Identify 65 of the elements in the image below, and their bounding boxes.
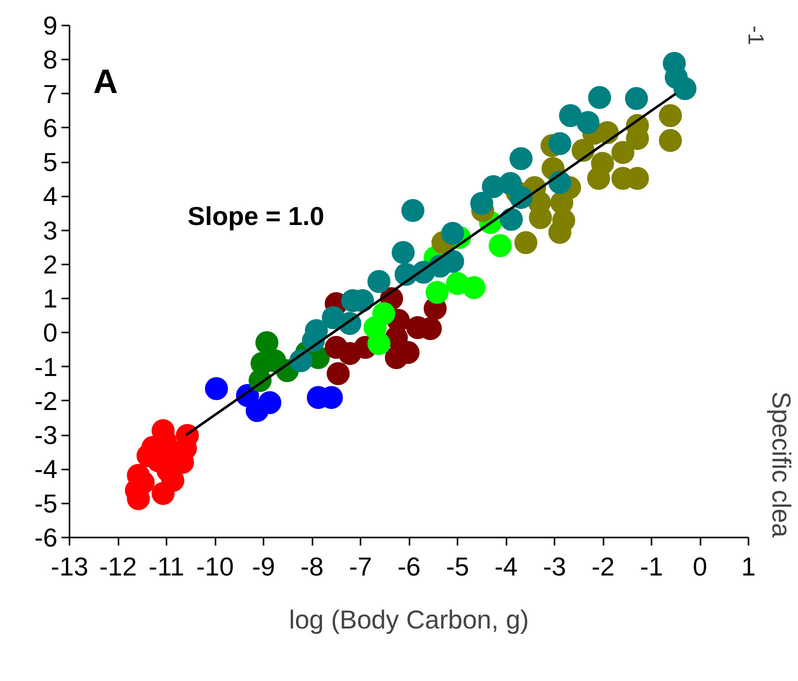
- point: [258, 391, 282, 414]
- point: [367, 332, 390, 356]
- point: [470, 192, 494, 215]
- x-tick-label: -7: [348, 552, 372, 582]
- point: [673, 77, 696, 100]
- point: [488, 234, 512, 258]
- x-tick-label: 1: [741, 552, 756, 582]
- point: [548, 132, 572, 156]
- point: [326, 362, 350, 386]
- point: [152, 482, 175, 505]
- y-tick-label: -1: [34, 352, 58, 382]
- point: [338, 342, 362, 365]
- point: [441, 222, 464, 245]
- point: [658, 104, 682, 128]
- point: [576, 110, 600, 134]
- annotation: Slope = 1.0: [188, 200, 324, 231]
- x-axis-title: log (Body Carbon, g): [289, 604, 529, 634]
- text: Specific clea: [766, 392, 796, 538]
- point: [367, 270, 390, 293]
- x-tick-label: -1: [640, 552, 664, 582]
- y-tick-label: 3: [43, 215, 58, 246]
- x-tick-label: -2: [591, 552, 615, 582]
- y-tick-label: -6: [34, 522, 58, 552]
- y-tick-label: 6: [43, 112, 58, 143]
- point: [255, 331, 278, 354]
- x-tick-label: 0: [692, 552, 708, 582]
- y-tick-label: 5: [43, 147, 58, 178]
- x-tick-label: -9: [252, 552, 276, 582]
- point: [514, 231, 538, 254]
- y-tick-label: -2: [34, 386, 58, 416]
- y-tick-label: 1: [43, 284, 58, 314]
- point: [426, 280, 449, 304]
- y-tick-label: 2: [43, 249, 58, 280]
- point: [462, 276, 486, 300]
- x-tick-label: -10: [196, 552, 234, 582]
- y-tick-label: -3: [34, 420, 58, 450]
- x-tick-label: -3: [542, 552, 566, 582]
- annotation: A: [93, 62, 118, 101]
- point: [204, 377, 228, 400]
- point: [401, 199, 424, 222]
- point: [510, 147, 533, 170]
- x-tick-label: -4: [494, 552, 518, 582]
- y-tick-label: -5: [34, 488, 58, 518]
- y-tick-label: 8: [43, 44, 58, 75]
- point: [559, 104, 582, 128]
- point: [588, 86, 612, 109]
- point: [611, 141, 634, 164]
- x-tick-label: -13: [50, 552, 88, 582]
- y-tick-label: 7: [43, 78, 58, 109]
- y-tick-label: 4: [43, 181, 58, 212]
- x-tick-label: -8: [300, 552, 324, 582]
- x-tick-label: -11: [148, 552, 184, 582]
- y-tick-label: 9: [43, 10, 58, 40]
- point: [624, 87, 648, 110]
- annotation: -1: [744, 26, 768, 46]
- point: [500, 208, 523, 231]
- y-tick-label: -4: [34, 454, 58, 484]
- x-tick-label: -6: [397, 552, 421, 582]
- point: [587, 166, 610, 190]
- point: [392, 241, 415, 264]
- y-tick-label: 0: [43, 318, 58, 348]
- point: [384, 326, 408, 349]
- x-tick-label: -5: [446, 552, 470, 582]
- point: [658, 129, 682, 152]
- x-tick-label: -12: [99, 552, 137, 582]
